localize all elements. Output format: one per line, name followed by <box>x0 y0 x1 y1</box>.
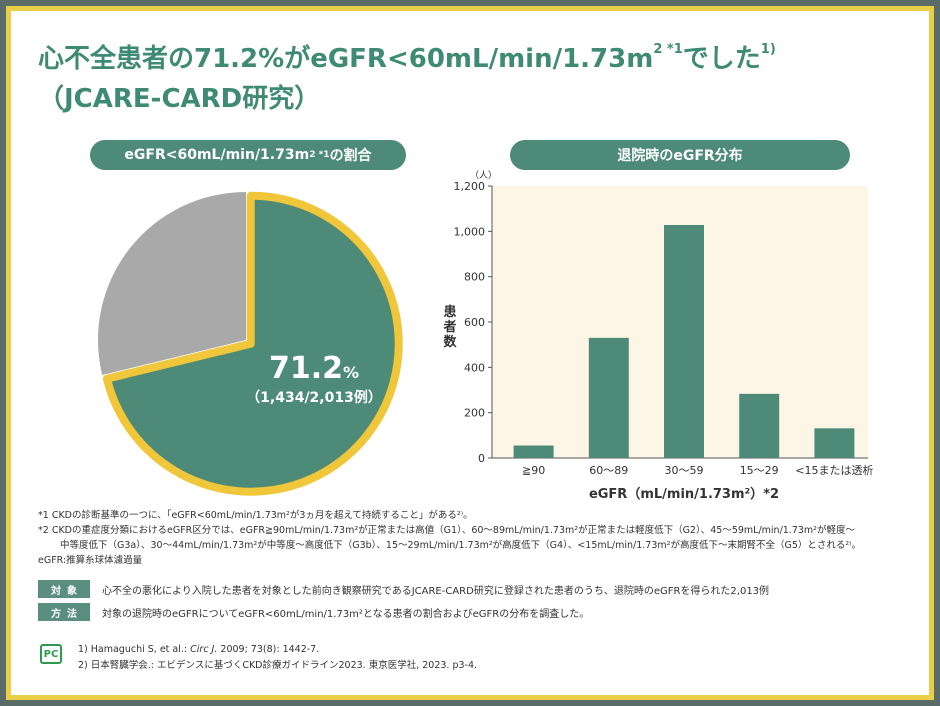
reference-2: 2) 日本腎臓学会.: エビデンスに基づくCKD診療ガイドライン2023. 東京… <box>78 660 478 671</box>
title-line1-post: でした <box>682 44 761 74</box>
pie-percent-unit: % <box>343 363 359 382</box>
method-text: 対象の退院時のeGFRについてeGFR<60mL/min/1.73m²となる患者… <box>102 608 590 620</box>
pie-slice-above-60 <box>98 191 246 376</box>
bar-heading-text: 退院時のeGFR分布 <box>617 148 743 164</box>
y-tick-label: 1,000 <box>454 225 486 238</box>
y-tick-label: 800 <box>464 271 485 284</box>
y-tick-label: 200 <box>464 407 485 420</box>
bar <box>814 428 855 458</box>
y-axis-label-char: 患 <box>443 304 456 320</box>
y-axis-label-char: 数 <box>443 334 457 350</box>
y-tick-label: 1,200 <box>454 180 486 193</box>
reference-1: 1) Hamaguchi S, et al.: Circ J. 2009; 73… <box>78 642 477 658</box>
pie-slice-below-60 <box>102 191 403 496</box>
x-tick-label: 60～89 <box>589 464 628 477</box>
subject-row: 対象 心不全の悪化により入院した患者を対象とした前向き観察研究であるJCARE-… <box>38 579 918 599</box>
bar <box>513 445 554 458</box>
page-title: 心不全患者の71.2%がeGFR<60mL/min/1.73m2 *1でした1)… <box>38 30 918 119</box>
x-axis-label: eGFR（mL/min/1.73m²）*2 <box>589 486 779 502</box>
references: 1) Hamaguchi S, et al.: Circ J. 2009; 73… <box>78 642 477 674</box>
bar-heading: 退院時のeGFR分布 <box>510 140 850 170</box>
bar <box>664 224 704 458</box>
footnote-3: eGFR:推算糸球体濾過量 <box>38 555 143 566</box>
bar <box>739 393 780 458</box>
y-tick-label: 400 <box>464 361 485 374</box>
title-sup1: 2 *1 <box>653 42 683 57</box>
subject-tag: 対象 <box>38 580 90 598</box>
bar <box>588 337 629 458</box>
title-sup2: 1) <box>760 42 776 57</box>
y-tick-label: 600 <box>464 316 485 329</box>
pie-heading-text: eGFR<60mL/min/1.73m <box>124 147 310 163</box>
pie-heading-sup: 2 *1 <box>309 150 330 160</box>
footnote-2-cont: 中等度低下（G3a）、30～44mL/min/1.73m²が中等度～高度低下（G… <box>60 540 862 551</box>
title-line2: （JCARE-CARD研究） <box>38 84 321 114</box>
footnote-2: *2 CKDの重症度分類におけるeGFR区分では、eGFR≧90mL/min/1… <box>38 525 855 536</box>
reference-1-details: 2009; 73(8): 1442-7. <box>217 644 320 655</box>
bar-plot-area: 0 200 400 600 800 1,000 1,200（人） 患者数 ≧90 60～89 30～… <box>442 170 873 502</box>
pc-logo-text: PC <box>43 648 59 660</box>
y-unit-label: （人） <box>470 170 497 181</box>
footnote-1: *1 CKDの診断基準の一つに、「eGFR<60mL/min/1.73m²が3ヵ… <box>38 510 473 521</box>
title-line1: 心不全患者の71.2%がeGFR<60mL/min/1.73m <box>38 44 654 74</box>
method-row: 方法 対象の退院時のeGFRについてeGFR<60mL/min/1.73m²とな… <box>38 602 918 622</box>
pie-slices <box>98 191 403 496</box>
x-tick-label: <15または透析 <box>795 463 873 477</box>
x-tick-label: 30～59 <box>665 464 704 477</box>
pie-heading-post: の割合 <box>329 148 372 164</box>
footnotes: *1 CKDの診断基準の一つに、「eGFR<60mL/min/1.73m²が3ヵ… <box>38 508 918 568</box>
subject-text: 心不全の悪化により入院した患者を対象とした前向き観察研究であるJCARE-CAR… <box>102 585 770 597</box>
pie-percent-value: 71.2 <box>269 351 343 386</box>
pie-percent-label: 71.2% <box>269 351 359 386</box>
bar-chart: 0 200 400 600 800 1,000 1,200（人） 患者数 ≧90 60～89 30～… <box>442 170 873 502</box>
reference-1-journal: Circ J. <box>190 644 218 655</box>
x-tick-label: ≧90 <box>522 464 545 477</box>
pie-detail-label: （1,434/2,013例） <box>246 389 382 406</box>
pie-chart: 71.2% （1,434/2,013例） <box>98 191 403 496</box>
y-tick-label: 0 <box>478 452 485 465</box>
pc-logo: PC <box>40 644 62 664</box>
y-axis-label-char: 者 <box>442 319 456 335</box>
pie-heading: eGFR<60mL/min/1.73m 2 *1 の割合 <box>90 140 406 170</box>
x-tick-label: 15～29 <box>740 464 779 477</box>
reference-1-authors: 1) Hamaguchi S, et al.: <box>78 644 191 655</box>
method-tag: 方法 <box>38 603 90 621</box>
